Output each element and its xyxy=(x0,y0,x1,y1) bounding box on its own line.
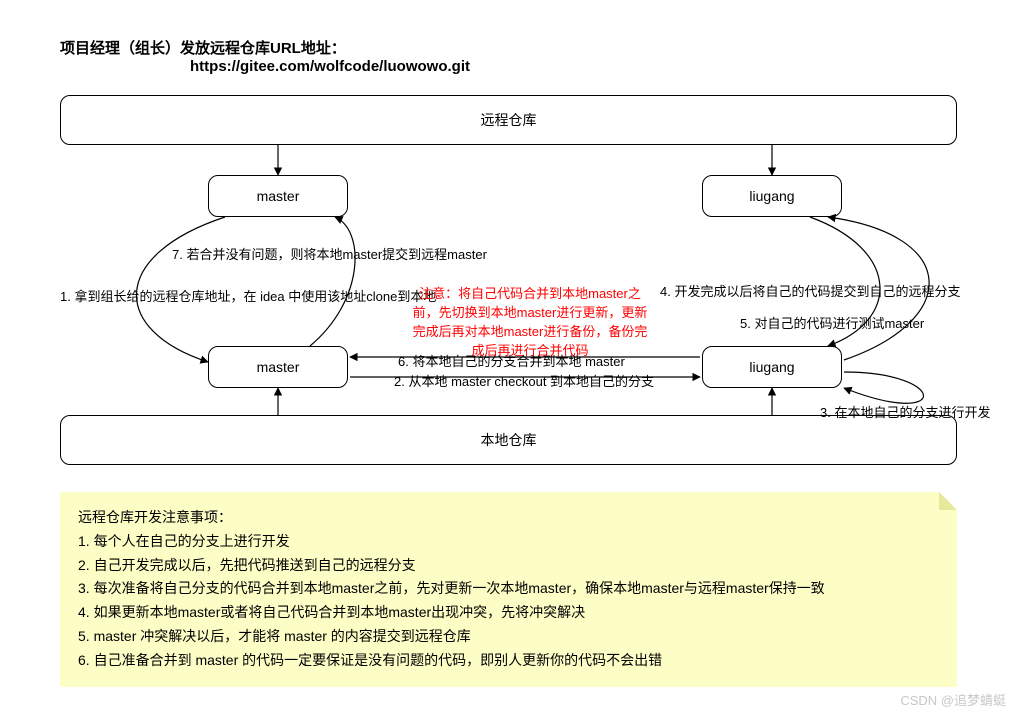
box-remote-master-label: master xyxy=(257,188,300,204)
title-line-1: 项目经理（组长）发放远程仓库URL地址： xyxy=(60,37,346,58)
box-remote-repo: 远程仓库 xyxy=(60,95,957,145)
notes-n5: 5. master 冲突解决以后，才能将 master 的内容提交到远程仓库 xyxy=(78,625,939,649)
notes-title: 远程仓库开发注意事项： xyxy=(78,506,939,530)
watermark: CSDN @追梦蜻蜓 xyxy=(900,690,1006,709)
label-step7: 7. 若合并没有问题，则将本地master提交到远程master xyxy=(172,244,487,263)
box-local-repo-label: 本地仓库 xyxy=(481,430,537,450)
red-note-l2: 前，先切换到本地master进行更新，更新 xyxy=(405,304,655,323)
notes-n6: 6. 自己准备合并到 master 的代码一定要保证是没有问题的代码，即别人更新… xyxy=(78,649,939,673)
notes-n3: 3. 每次准备将自己分支的代码合并到本地master之前，先对更新一次本地mas… xyxy=(78,577,939,601)
box-remote-liugang-label: liugang xyxy=(749,188,794,204)
red-note-l4: 成后再进行合并代码 xyxy=(405,342,655,361)
label-step5: 5. 对自己的代码进行测试master xyxy=(740,313,924,332)
label-step3: 3. 在本地自己的分支进行开发 xyxy=(820,402,990,421)
notes-box: 远程仓库开发注意事项： 1. 每个人在自己的分支上进行开发 2. 自己开发完成以… xyxy=(60,492,957,687)
box-local-liugang-label: liugang xyxy=(749,359,794,375)
box-remote-liugang: liugang xyxy=(702,175,842,217)
box-local-repo: 本地仓库 xyxy=(60,415,957,465)
box-local-liugang: liugang xyxy=(702,346,842,388)
red-note: 注意：将自己代码合并到本地master之 前，先切换到本地master进行更新，… xyxy=(405,285,655,360)
box-local-master: master xyxy=(208,346,348,388)
box-local-master-label: master xyxy=(257,359,300,375)
label-step4: 4. 开发完成以后将自己的代码提交到自己的远程分支 xyxy=(660,281,960,300)
label-step1: 1. 拿到组长给的远程仓库地址，在 idea 中使用该地址clone到本地 xyxy=(60,286,436,305)
notes-n1: 1. 每个人在自己的分支上进行开发 xyxy=(78,530,939,554)
notes-n4: 4. 如果更新本地master或者将自己代码合并到本地master出现冲突，先将… xyxy=(78,601,939,625)
label-step2: 2. 从本地 master checkout 到本地自己的分支 xyxy=(394,371,654,390)
box-remote-master: master xyxy=(208,175,348,217)
red-note-l1: 注意：将自己代码合并到本地master之 xyxy=(405,285,655,304)
title-line-2: https://gitee.com/wolfcode/luowowo.git xyxy=(190,58,470,75)
box-remote-repo-label: 远程仓库 xyxy=(481,110,537,130)
notes-n2: 2. 自己开发完成以后，先把代码推送到自己的远程分支 xyxy=(78,554,939,578)
red-note-l3: 完成后再对本地master进行备份，备份完 xyxy=(405,323,655,342)
